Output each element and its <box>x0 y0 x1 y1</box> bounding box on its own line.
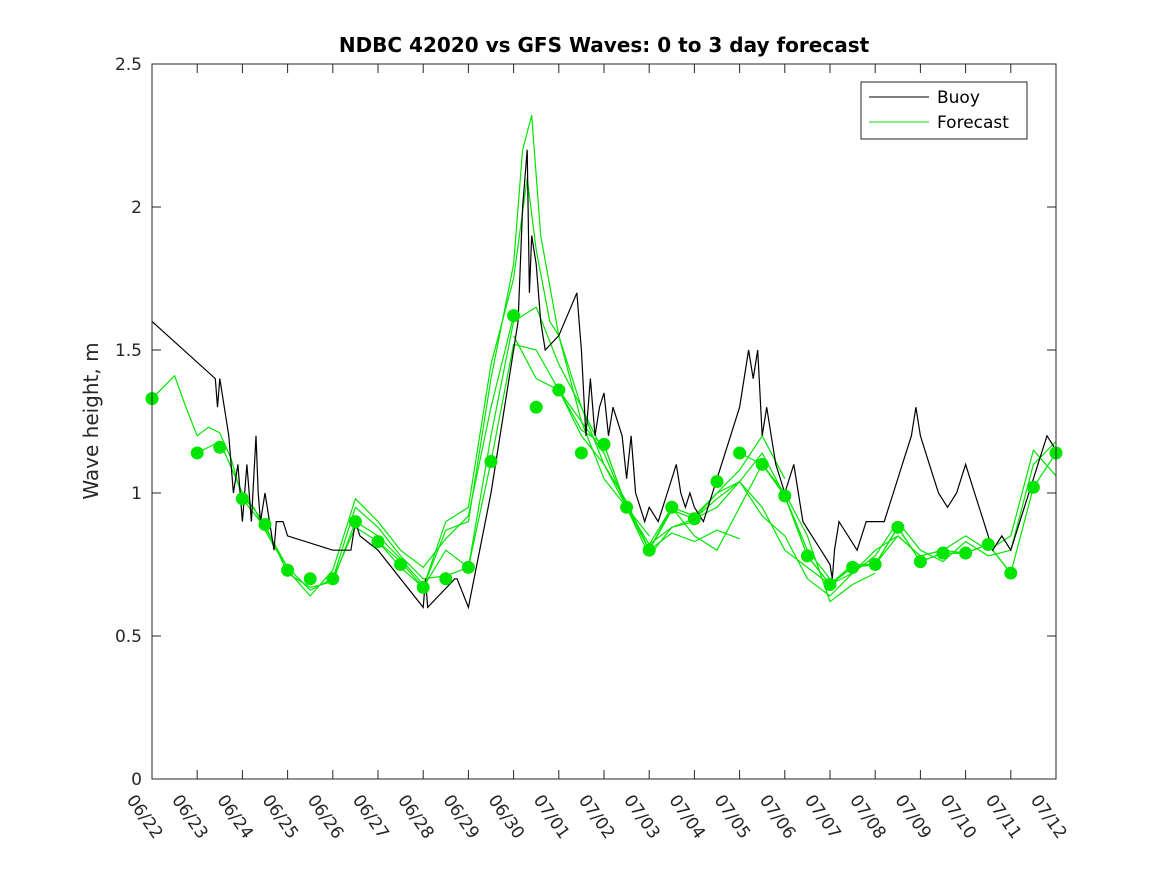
y-tick-label: 2 <box>131 198 142 218</box>
x-tick-label: 07/01 <box>529 791 573 843</box>
forecast-points <box>145 309 1063 594</box>
x-tick-label: 06/28 <box>393 791 437 843</box>
forecast-point <box>439 572 453 586</box>
legend-box <box>860 81 1028 140</box>
forecast-line <box>874 449 1057 565</box>
forecast-line <box>241 498 469 591</box>
forecast-point <box>981 537 995 551</box>
forecast-point <box>1004 566 1018 580</box>
forecast-point <box>371 535 385 549</box>
forecast-point <box>913 555 927 569</box>
buoy-line <box>151 149 1057 610</box>
y-tick-label: 2.5 <box>115 55 142 75</box>
forecast-line <box>287 315 515 597</box>
forecast-point <box>552 383 566 397</box>
forecast-point <box>574 446 588 460</box>
forecast-point <box>326 572 340 586</box>
buoy-line-group <box>151 149 1057 610</box>
forecast-point <box>416 580 430 594</box>
forecast-point <box>235 492 249 506</box>
forecast-point <box>846 560 860 574</box>
forecast-point <box>959 546 973 560</box>
forecast-point <box>687 512 701 526</box>
legend-buoy-label: Buoy <box>937 88 980 108</box>
forecast-point <box>484 455 498 469</box>
forecast-line <box>332 114 605 589</box>
forecast-point <box>597 437 611 451</box>
forecast-point <box>823 578 837 592</box>
forecast-point <box>733 446 747 460</box>
x-tick-label: 07/12 <box>1026 791 1070 843</box>
forecast-point <box>461 560 475 574</box>
forecast-point <box>936 546 950 560</box>
chart-title: NDBC 42020 vs GFS Waves: 0 to 3 day fore… <box>339 33 870 57</box>
y-tick-label: 0 <box>131 770 142 790</box>
x-tick-label: 06/29 <box>438 791 482 843</box>
forecast-point <box>507 309 521 323</box>
x-tick-label: 07/02 <box>574 791 618 843</box>
x-tick-label: 07/07 <box>800 791 844 843</box>
forecast-point <box>348 515 362 529</box>
plot-background <box>152 64 1056 779</box>
forecast-point <box>529 400 543 414</box>
forecast-point <box>755 457 769 471</box>
forecast-point <box>868 558 882 571</box>
x-tick-label: 07/04 <box>664 791 708 843</box>
y-tick-label: 1 <box>131 484 142 504</box>
forecast-point <box>190 446 204 460</box>
forecast-point <box>710 475 724 489</box>
x-tick-label: 07/08 <box>845 791 889 843</box>
x-tick-label: 06/27 <box>348 791 392 843</box>
forecast-point <box>891 520 905 534</box>
y-tick-label: 0.5 <box>115 627 142 647</box>
forecast-point <box>665 500 679 514</box>
forecast-point <box>303 572 317 586</box>
forecast-line <box>196 440 424 589</box>
forecast-line <box>467 343 740 568</box>
forecast-line <box>829 441 1057 586</box>
x-tick-label: 06/23 <box>167 791 211 843</box>
forecast-point <box>800 549 814 563</box>
x-tick-label: 07/03 <box>619 791 663 843</box>
x-tick-label: 06/26 <box>303 791 347 843</box>
x-tick-label: 07/10 <box>936 791 980 843</box>
forecast-point <box>281 563 295 577</box>
x-tick-label: 06/24 <box>212 791 256 843</box>
x-tick-label: 06/30 <box>484 791 528 843</box>
x-tick-label: 07/11 <box>981 791 1025 843</box>
forecast-point <box>642 543 656 557</box>
forecast-point <box>1026 480 1040 494</box>
forecast-point <box>778 489 792 503</box>
y-tick-label: 1.5 <box>115 341 142 361</box>
forecast-point <box>213 440 227 454</box>
forecast-point <box>258 517 272 531</box>
forecast-point <box>620 500 634 514</box>
x-tick-label: 07/06 <box>755 791 799 843</box>
legend-forecast-label: Forecast <box>937 113 1009 133</box>
x-tick-label: 07/05 <box>710 791 754 843</box>
x-tick-label: 06/22 <box>122 791 166 843</box>
legend: Buoy Forecast <box>860 81 1028 140</box>
x-tick-label: 07/09 <box>890 791 934 843</box>
x-tick-label: 06/25 <box>258 791 302 843</box>
y-axis: 0 0.5 1 1.5 2 2.5 <box>115 55 1056 790</box>
forecast-point <box>394 558 408 571</box>
y-axis-label: Wave height, m <box>79 342 103 499</box>
